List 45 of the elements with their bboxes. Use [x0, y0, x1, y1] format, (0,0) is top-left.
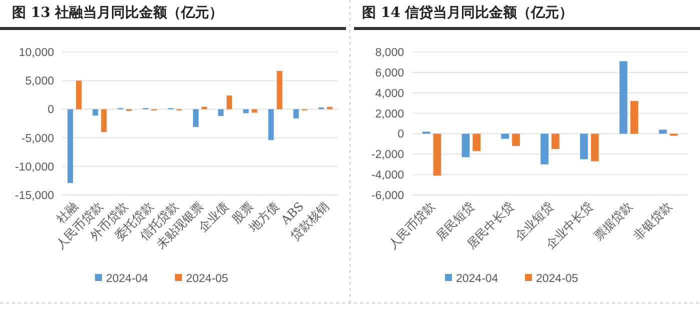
y-tick-label: -10,000 — [14, 161, 54, 174]
bar — [540, 134, 548, 164]
bar — [276, 70, 282, 110]
y-tick-label: 4,000 — [375, 88, 404, 100]
bar — [68, 109, 74, 183]
bar — [590, 134, 599, 162]
legend-label: 2024-05 — [536, 273, 578, 286]
bar — [619, 61, 628, 134]
bar — [658, 130, 667, 134]
bar — [630, 101, 638, 134]
bar — [226, 95, 232, 110]
y-tick-label: 6,000 — [375, 67, 404, 80]
y-tick-label: 2,000 — [375, 108, 404, 120]
bar — [218, 109, 224, 116]
y-tick-label: -5,000 — [21, 132, 54, 145]
y-tick-label: 0 — [48, 104, 54, 116]
x-tick-label: 非银贷款 — [630, 199, 674, 244]
bar — [433, 134, 442, 176]
bar — [552, 134, 560, 150]
bar — [462, 134, 470, 158]
bar — [192, 109, 198, 127]
y-tick-label: -2,000 — [371, 149, 404, 162]
bar — [501, 134, 510, 139]
legend-label: 2024-05 — [186, 273, 228, 286]
chart-title: 图 13 社融当月同比金额（亿元） — [12, 4, 224, 21]
bar — [268, 109, 274, 140]
bar — [580, 134, 588, 160]
bar — [76, 80, 82, 110]
bar — [293, 109, 299, 118]
y-tick-label: 5,000 — [25, 76, 54, 88]
legend-label: 2024-04 — [106, 273, 149, 286]
bar — [92, 109, 98, 116]
bar — [472, 134, 481, 152]
y-tick-label: 0 — [398, 128, 404, 141]
y-tick-label: -4,000 — [371, 170, 404, 182]
y-tick-label: 8,000 — [375, 47, 404, 60]
bar — [243, 109, 249, 114]
y-tick-label: 10,000 — [18, 47, 54, 60]
chart-title: 图 14 信贷当月同比金额（亿元） — [362, 4, 574, 21]
bar — [101, 109, 107, 132]
bar — [512, 134, 520, 146]
y-tick-label: -6,000 — [371, 190, 404, 202]
legend-label: 2024-04 — [456, 273, 499, 286]
bar — [252, 109, 258, 113]
y-tick-label: -15,000 — [14, 190, 54, 202]
